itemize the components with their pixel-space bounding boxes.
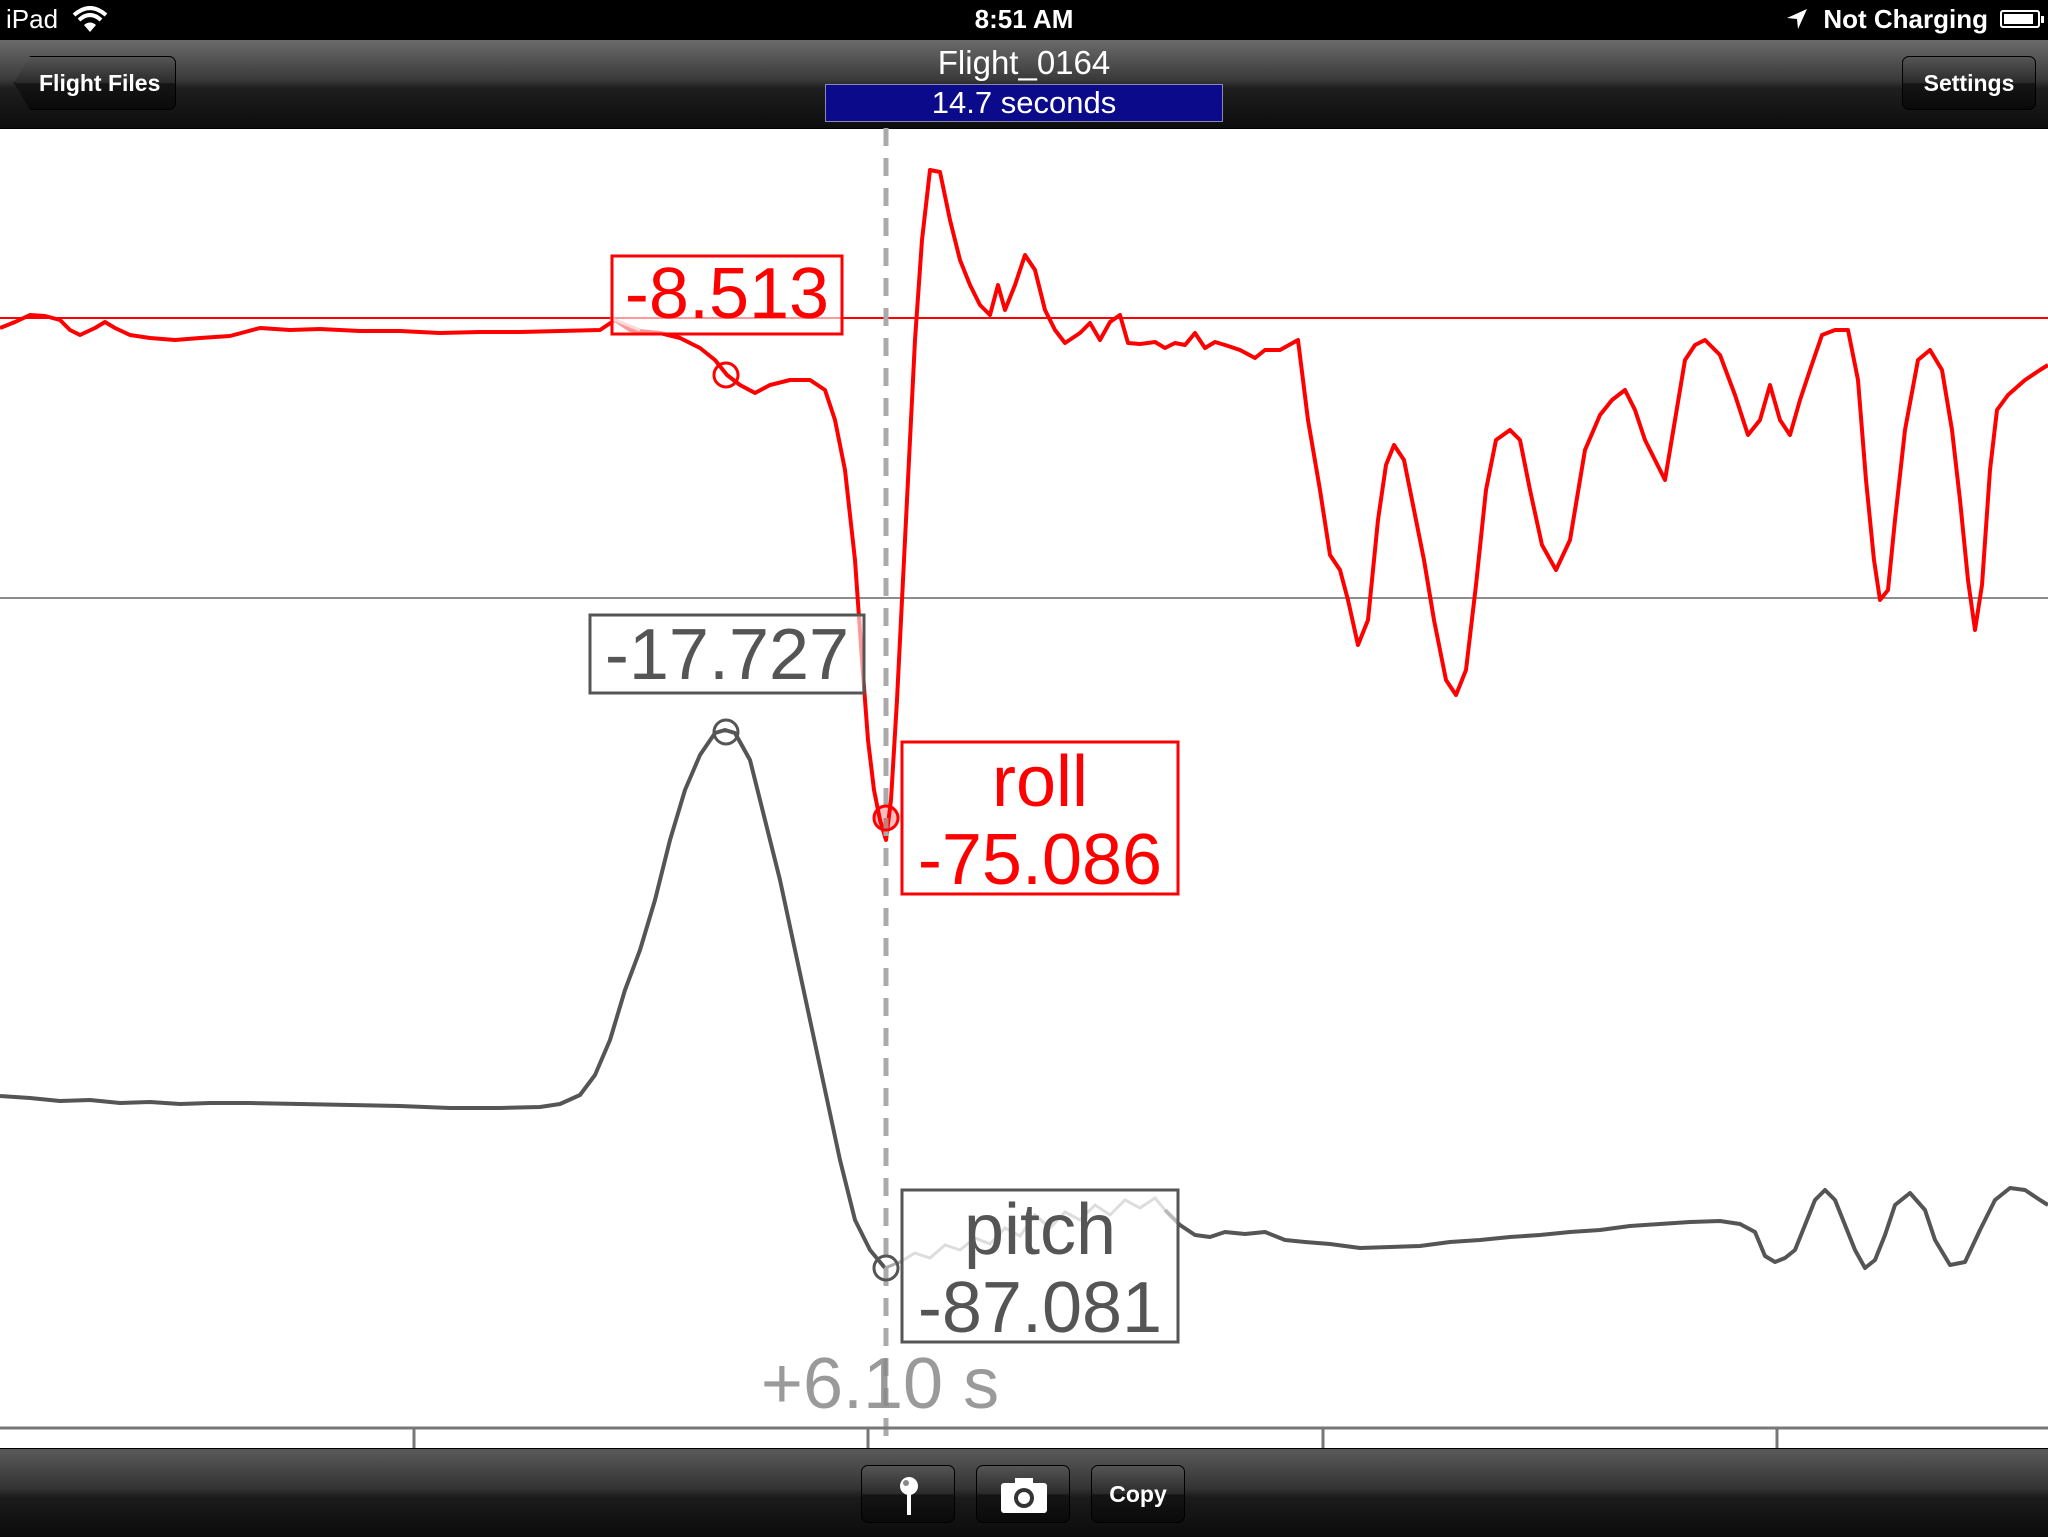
roll-marker-value: -8.513 <box>625 254 829 334</box>
roll-marker-point[interactable] <box>712 361 740 389</box>
settings-button[interactable]: Settings <box>1902 56 2036 110</box>
charging-status: Not Charging <box>1823 4 1988 34</box>
battery-level <box>2004 14 2033 24</box>
camera-icon <box>1001 1478 1047 1513</box>
battery-icon <box>2000 10 2044 28</box>
pitch-marker-label-box <box>588 613 866 695</box>
flight-title: Flight_0164 <box>937 44 1111 81</box>
pitch-cursor-label-box <box>900 1188 1180 1344</box>
screenshot-button[interactable] <box>976 1465 1070 1523</box>
roll-marker-label-box <box>610 254 844 336</box>
flight-data-chart[interactable]: -8.513 -17.727 roll -75.086 pitch -87.08… <box>0 128 2048 1448</box>
pitch-marker-point[interactable] <box>712 718 740 746</box>
copy-button[interactable]: Copy <box>1091 1465 1185 1523</box>
pitch-series-line-right <box>1163 1186 2048 1270</box>
flight-files-back-button[interactable]: Flight Files <box>14 56 176 110</box>
pitch-series-line <box>0 728 887 1270</box>
pitch-series-name: pitch <box>964 1190 1116 1270</box>
cursor-time-label: +6.10 s <box>761 1344 999 1424</box>
wifi-icon <box>72 6 108 32</box>
roll-series-name: roll <box>992 742 1088 822</box>
device-name: iPad <box>6 4 59 34</box>
pitch-cursor-value: -87.081 <box>918 1268 1162 1348</box>
bottom-toolbar: Copy <box>0 1448 2048 1537</box>
roll-cursor-value: -75.086 <box>918 820 1162 900</box>
location-arrow-icon <box>1787 9 1807 29</box>
status-bar: iPad 8:51 AM Not Charging <box>0 0 2048 40</box>
pitch-cursor-point <box>872 1254 900 1282</box>
roll-cursor-label-box <box>900 740 1180 896</box>
pin-icon <box>900 1477 918 1515</box>
roll-series-line <box>0 168 2048 842</box>
pitch-marker-value: -17.727 <box>605 615 849 695</box>
clock: 8:51 AM <box>974 4 1074 34</box>
flight-duration: 14.7 seconds <box>825 84 1223 122</box>
pin-marker-button[interactable] <box>861 1465 955 1523</box>
roll-cursor-point <box>872 804 900 832</box>
navigation-bar: Flight Files Flight_0164 14.7 seconds Se… <box>0 40 2048 129</box>
